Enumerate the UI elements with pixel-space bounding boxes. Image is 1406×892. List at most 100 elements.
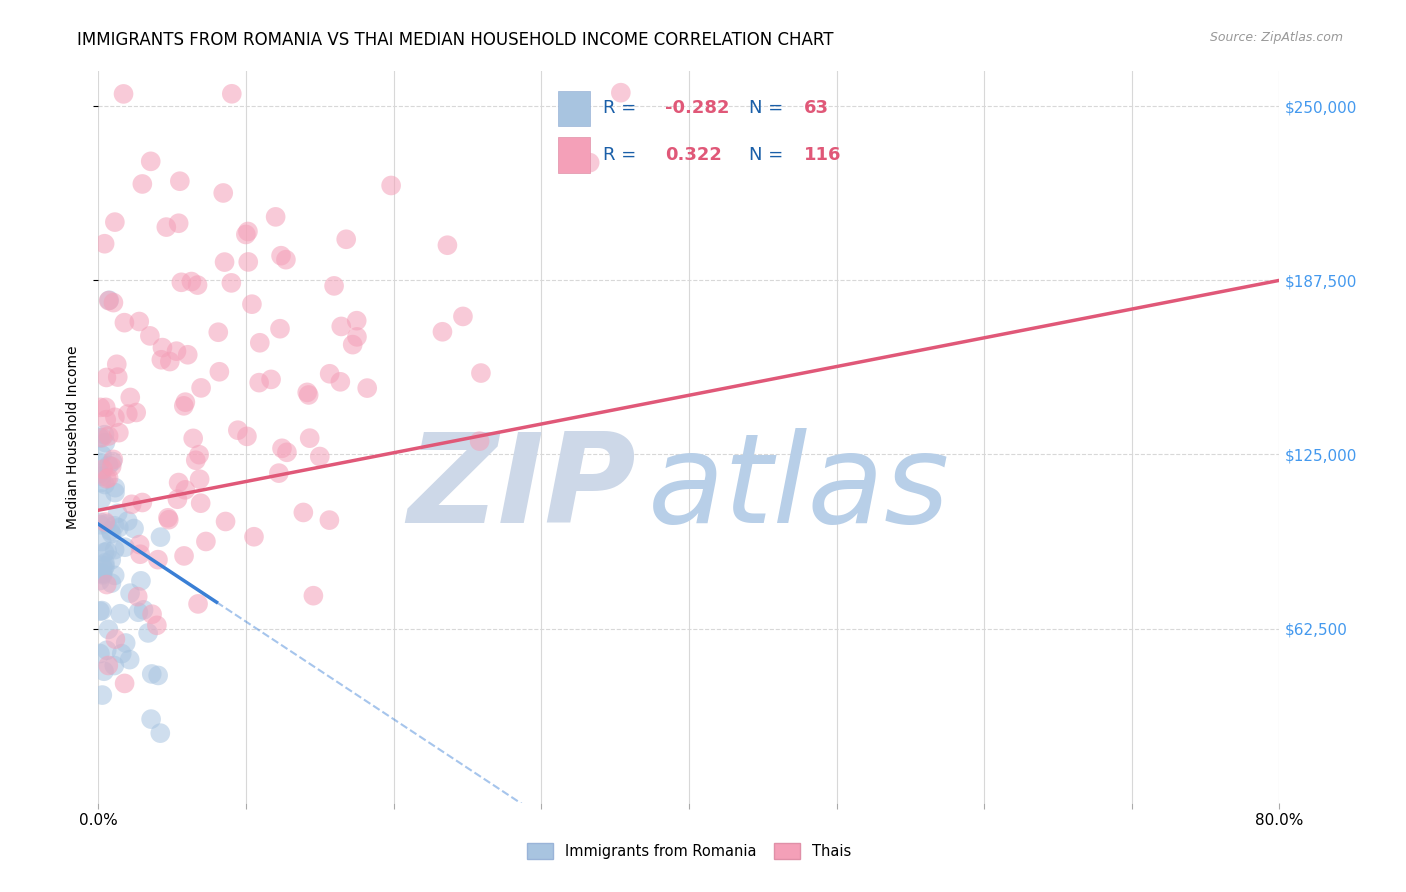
Point <box>90 475 112 490</box>
Point <box>267 466 290 480</box>
Point <box>108 521 131 535</box>
Text: N =: N = <box>749 100 789 118</box>
Point <box>240 297 263 311</box>
Point <box>104 542 127 557</box>
Point <box>107 370 129 384</box>
Point <box>94 515 117 529</box>
Point <box>157 513 180 527</box>
Point <box>136 626 159 640</box>
Point <box>103 452 125 467</box>
Point <box>329 375 352 389</box>
Point <box>139 154 162 169</box>
Point <box>318 513 340 527</box>
Point <box>174 395 197 409</box>
Text: IMMIGRANTS FROM ROMANIA VS THAI MEDIAN HOUSEHOLD INCOME CORRELATION CHART: IMMIGRANTS FROM ROMANIA VS THAI MEDIAN H… <box>77 31 834 49</box>
Point <box>110 607 132 621</box>
Point <box>94 556 117 570</box>
Point <box>150 352 173 367</box>
Point <box>243 530 266 544</box>
Point <box>100 526 122 541</box>
Point <box>111 647 134 661</box>
Point <box>120 391 142 405</box>
Point <box>91 462 114 476</box>
Point <box>122 521 145 535</box>
Point <box>91 688 114 702</box>
Point <box>139 329 162 343</box>
Point <box>274 252 297 267</box>
Point <box>89 517 111 532</box>
Point <box>155 220 177 235</box>
Point <box>271 442 294 456</box>
Text: ZIP: ZIP <box>408 428 636 549</box>
Point <box>276 445 298 459</box>
Text: R =: R = <box>603 145 643 163</box>
Point <box>166 492 188 507</box>
Point <box>432 325 454 339</box>
Point <box>269 322 291 336</box>
Point <box>103 658 125 673</box>
Legend: Immigrants from Romania, Thais: Immigrants from Romania, Thais <box>522 838 856 865</box>
Point <box>93 562 115 576</box>
Point <box>97 458 120 473</box>
Point <box>91 448 114 462</box>
Point <box>247 376 270 390</box>
Point <box>100 576 122 591</box>
Point <box>380 178 402 193</box>
Point <box>112 87 135 101</box>
Point <box>117 407 139 421</box>
Point <box>128 314 150 328</box>
Point <box>97 658 120 673</box>
Point <box>97 623 120 637</box>
Point <box>335 232 357 246</box>
Text: R =: R = <box>603 100 643 118</box>
Point <box>105 357 128 371</box>
Point <box>180 275 202 289</box>
Point <box>187 597 209 611</box>
Point <box>91 566 114 581</box>
Point <box>96 370 118 384</box>
Point <box>264 210 287 224</box>
Point <box>346 314 368 328</box>
Point <box>330 319 353 334</box>
Point <box>93 427 115 442</box>
Point <box>98 293 121 308</box>
Bar <box>558 91 591 127</box>
Point <box>90 534 112 549</box>
Point <box>96 413 118 427</box>
Point <box>194 534 217 549</box>
Point <box>302 589 325 603</box>
Point <box>90 469 112 483</box>
Point <box>131 177 153 191</box>
Point <box>96 544 118 558</box>
Point <box>139 712 162 726</box>
Point <box>184 453 207 467</box>
Point <box>96 516 118 531</box>
Point <box>208 365 231 379</box>
Point <box>97 471 120 485</box>
Point <box>166 344 188 359</box>
Point <box>89 647 111 661</box>
Point <box>470 366 492 380</box>
Point <box>127 590 149 604</box>
Point <box>156 510 179 524</box>
Point <box>90 516 112 530</box>
Point <box>298 388 321 402</box>
Point <box>187 278 209 293</box>
Point <box>298 431 321 445</box>
Point <box>146 668 169 682</box>
Point <box>146 552 169 566</box>
Point <box>100 524 122 538</box>
Text: 63: 63 <box>804 100 828 118</box>
Point <box>104 485 127 500</box>
Point <box>221 87 243 101</box>
Point <box>89 574 111 588</box>
Point <box>97 293 120 308</box>
Point <box>177 348 200 362</box>
Point <box>91 603 114 617</box>
Point <box>96 472 118 486</box>
Point <box>167 216 190 230</box>
Point <box>128 538 150 552</box>
Point <box>146 618 169 632</box>
Point <box>91 558 114 573</box>
Point <box>236 225 259 239</box>
